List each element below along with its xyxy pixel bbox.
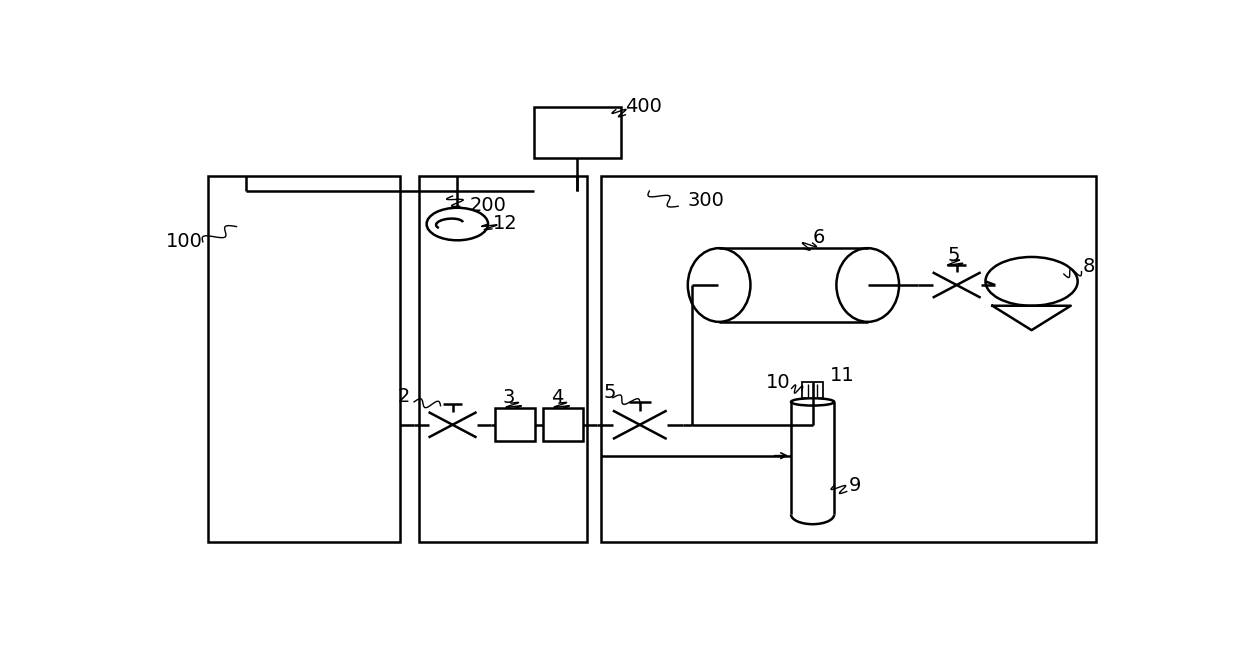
Text: 3: 3 — [503, 388, 515, 407]
Text: 11: 11 — [830, 366, 854, 385]
Bar — [543, 409, 584, 442]
Bar — [208, 176, 400, 542]
Text: 5: 5 — [947, 246, 959, 265]
Text: 9: 9 — [849, 477, 861, 496]
Text: 300: 300 — [688, 191, 725, 210]
Bar — [494, 409, 535, 442]
Text: 2: 2 — [398, 387, 410, 406]
Bar — [419, 176, 587, 542]
Bar — [534, 107, 621, 158]
Text: 400: 400 — [626, 97, 663, 116]
Text: 100: 100 — [166, 232, 203, 251]
Text: 4: 4 — [551, 388, 564, 407]
Text: 12: 12 — [493, 214, 518, 233]
Text: 5: 5 — [603, 383, 616, 402]
Bar — [601, 176, 1097, 542]
Text: 6: 6 — [813, 228, 825, 247]
Text: 200: 200 — [470, 196, 507, 215]
Text: 8: 8 — [1083, 257, 1095, 276]
Bar — [802, 382, 823, 398]
Text: 10: 10 — [766, 374, 790, 393]
